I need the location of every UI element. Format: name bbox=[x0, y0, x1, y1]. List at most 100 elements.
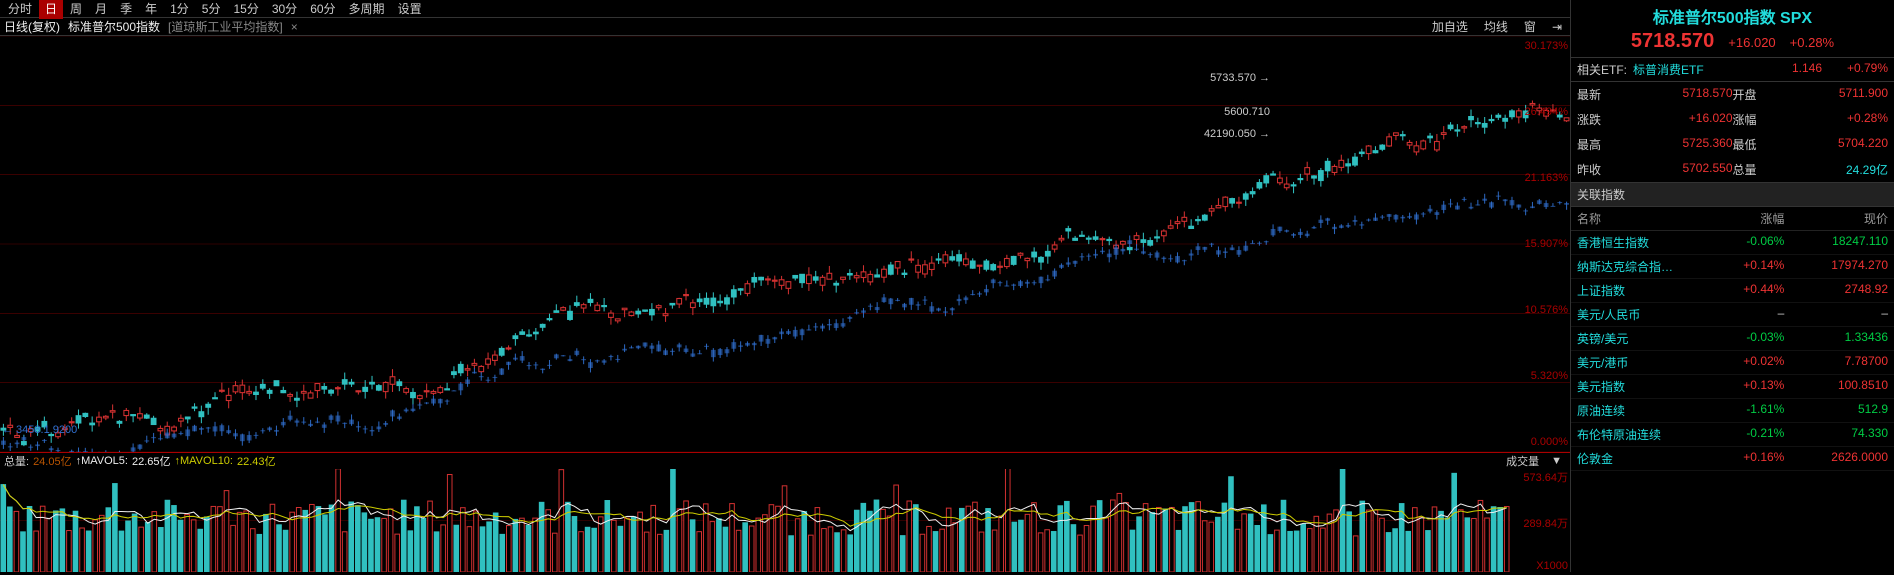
volume-panel[interactable]: 总量: 24.05亿 ↑MAVOL5: 22.65亿 ↑MAVOL10: 22.… bbox=[0, 452, 1570, 572]
kv-key: 开盘 bbox=[1733, 86, 1757, 103]
volume-ma10: 22.43亿 bbox=[237, 453, 276, 469]
quote-row: 最高5725.360最低5704.220 bbox=[1571, 132, 1894, 157]
etf-name: 标普消费ETF bbox=[1633, 61, 1756, 78]
timeframe-年[interactable]: 年 bbox=[139, 0, 163, 19]
volume-mode-button[interactable]: 成交量 bbox=[1502, 453, 1543, 469]
timeframe-5分[interactable]: 5分 bbox=[196, 0, 227, 19]
related-pct: +0.13% bbox=[1701, 378, 1784, 395]
related-row[interactable]: 上证指数+0.44%2748.92 bbox=[1571, 279, 1894, 303]
chart-annotation: ← 3458.1 9200 bbox=[2, 424, 77, 436]
kv-key: 昨收 bbox=[1577, 161, 1601, 178]
related-name: 英镑/美元 bbox=[1577, 330, 1701, 347]
timeframe-60分[interactable]: 60分 bbox=[304, 0, 341, 19]
related-pct: +0.14% bbox=[1701, 258, 1784, 275]
related-pct: +0.16% bbox=[1701, 450, 1784, 467]
secondary-symbol[interactable]: [道琼斯工业平均指数] bbox=[168, 18, 283, 35]
y-tick: 5.320% bbox=[1525, 370, 1568, 382]
volume-y-axis: 573.64万 289.84万 X1000 bbox=[1523, 469, 1568, 572]
volume-ma5-label: ↑MAVOL5: bbox=[76, 455, 128, 467]
timeframe-日[interactable]: 日 bbox=[39, 0, 63, 19]
y-tick: 15.907% bbox=[1525, 238, 1568, 250]
vol-y-tick: 573.64万 bbox=[1523, 469, 1568, 485]
price-chart[interactable]: 30.173% 26.494% 21.163% 15.907% 10.576% 5.320… bbox=[0, 36, 1570, 452]
close-icon[interactable]: × bbox=[291, 20, 298, 34]
kv-val: +0.28% bbox=[1847, 111, 1888, 128]
y-tick: 30.173% bbox=[1525, 40, 1568, 52]
kv-key: 最高 bbox=[1577, 136, 1601, 153]
related-name: 美元/港币 bbox=[1577, 354, 1701, 371]
related-pct: +0.44% bbox=[1701, 282, 1784, 299]
kv-val: 5711.900 bbox=[1839, 86, 1888, 103]
side-title: 标准普尔500指数 SPX bbox=[1571, 0, 1894, 28]
y-tick: 21.163% bbox=[1525, 172, 1568, 184]
kv-key: 最新 bbox=[1577, 86, 1601, 103]
related-name: 美元指数 bbox=[1577, 378, 1701, 395]
related-row[interactable]: 原油连续-1.61%512.9 bbox=[1571, 399, 1894, 423]
quote-row: 涨跌+16.020涨幅+0.28% bbox=[1571, 107, 1894, 132]
quote-side-panel: 标准普尔500指数 SPX 5718.570 +16.020 +0.28% 相关… bbox=[1570, 0, 1894, 572]
related-etf-row[interactable]: 相关ETF: 标普消费ETF 1.146 +0.79% bbox=[1571, 57, 1894, 82]
timeframe-多周期[interactable]: 多周期 bbox=[343, 0, 391, 19]
related-price: 7.78700 bbox=[1784, 354, 1888, 371]
chart-y-axis: 30.173% 26.494% 21.163% 15.907% 10.576% 5.320… bbox=[1525, 36, 1568, 452]
timeframe-周[interactable]: 周 bbox=[64, 0, 88, 19]
related-pct: -0.03% bbox=[1701, 330, 1784, 347]
related-row[interactable]: 伦敦金+0.16%2626.0000 bbox=[1571, 447, 1894, 471]
related-pct: -1.61% bbox=[1701, 402, 1784, 419]
timeframe-1分[interactable]: 1分 bbox=[164, 0, 195, 19]
etf-val: 1.146 bbox=[1762, 61, 1822, 78]
related-price: – bbox=[1784, 306, 1888, 323]
chevron-down-icon[interactable]: ▼ bbox=[1547, 455, 1566, 467]
chart-annotation: 42190.050 → bbox=[1204, 128, 1270, 140]
related-price: 2748.92 bbox=[1784, 282, 1888, 299]
volume-ma10-label: ↑MAVOL10: bbox=[175, 455, 234, 467]
ma-button[interactable]: 均线 bbox=[1480, 18, 1512, 35]
related-header: 关联指数 bbox=[1571, 183, 1894, 207]
quote-row: 昨收5702.550总量24.29亿 bbox=[1571, 157, 1894, 182]
vol-y-tick: X1000 bbox=[1523, 560, 1568, 572]
related-row[interactable]: 纳斯达克综合指…+0.14%17974.270 bbox=[1571, 255, 1894, 279]
side-price: 5718.570 bbox=[1631, 30, 1714, 53]
kv-val: 5725.360 bbox=[1682, 136, 1732, 153]
add-favorite-button[interactable]: 加自选 bbox=[1428, 18, 1472, 35]
primary-symbol[interactable]: 标准普尔500指数 bbox=[68, 18, 160, 35]
volume-now: 24.05亿 bbox=[33, 453, 72, 469]
related-row[interactable]: 香港恒生指数-0.06%18247.110 bbox=[1571, 231, 1894, 255]
related-pct: -0.06% bbox=[1701, 234, 1784, 251]
chart-subbar: 日线(复权) 标准普尔500指数 [道琼斯工业平均指数] × 加自选 均线 窗 … bbox=[0, 18, 1570, 36]
related-row[interactable]: 布伦特原油连续-0.21%74.330 bbox=[1571, 423, 1894, 447]
kv-key: 涨幅 bbox=[1733, 111, 1757, 128]
chart-annotation: 5733.570 → bbox=[1210, 72, 1270, 84]
related-row[interactable]: 美元/人民币–– bbox=[1571, 303, 1894, 327]
related-row[interactable]: 美元/港币+0.02%7.78700 bbox=[1571, 351, 1894, 375]
etf-pct: +0.79% bbox=[1828, 61, 1888, 78]
timeframe-月[interactable]: 月 bbox=[89, 0, 113, 19]
timeframe-30分[interactable]: 30分 bbox=[266, 0, 303, 19]
volume-label: 总量: bbox=[4, 453, 29, 469]
y-tick: 10.576% bbox=[1525, 304, 1568, 316]
related-price: 17974.270 bbox=[1784, 258, 1888, 275]
chart-type-label: 日线(复权) bbox=[4, 18, 60, 35]
vol-y-tick: 289.84万 bbox=[1523, 515, 1568, 531]
related-row[interactable]: 英镑/美元-0.03%1.33436 bbox=[1571, 327, 1894, 351]
kv-val: +16.020 bbox=[1689, 111, 1733, 128]
volume-header: 总量: 24.05亿 ↑MAVOL5: 22.65亿 ↑MAVOL10: 22.… bbox=[0, 453, 1570, 469]
timeframe-季[interactable]: 季 bbox=[114, 0, 138, 19]
timeframe-分时[interactable]: 分时 bbox=[2, 0, 38, 19]
forward-icon[interactable]: ⇥ bbox=[1548, 20, 1566, 34]
related-price: 2626.0000 bbox=[1784, 450, 1888, 467]
related-name: 布伦特原油连续 bbox=[1577, 426, 1701, 443]
timeframe-15分[interactable]: 15分 bbox=[227, 0, 264, 19]
quote-row: 最新5718.570开盘5711.900 bbox=[1571, 82, 1894, 107]
y-tick: 26.494% bbox=[1525, 106, 1568, 118]
related-name: 上证指数 bbox=[1577, 282, 1701, 299]
related-row[interactable]: 美元指数+0.13%100.8510 bbox=[1571, 375, 1894, 399]
volume-ma5: 22.65亿 bbox=[132, 453, 171, 469]
etf-label: 相关ETF: bbox=[1577, 61, 1627, 78]
related-pct: -0.21% bbox=[1701, 426, 1784, 443]
y-tick: 0.000% bbox=[1525, 436, 1568, 448]
side-change-pct: +0.28% bbox=[1790, 35, 1834, 50]
timeframe-设置[interactable]: 设置 bbox=[392, 0, 428, 19]
related-price: 1.33436 bbox=[1784, 330, 1888, 347]
window-button[interactable]: 窗 bbox=[1520, 18, 1540, 35]
